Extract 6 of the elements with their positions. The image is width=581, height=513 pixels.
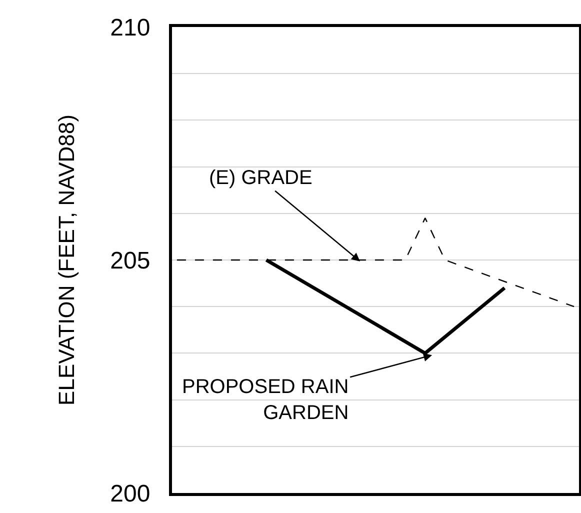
y-axis-title: ELEVATION (FEET, NAVD88) [54, 114, 79, 406]
y-tick-label: 200 [110, 480, 150, 508]
annotation: (E) GRADE [209, 167, 312, 189]
y-tick-label: 205 [110, 247, 150, 274]
annotation: PROPOSED RAIN GARDEN [182, 376, 349, 424]
y-tick-label: 210 [110, 14, 150, 42]
